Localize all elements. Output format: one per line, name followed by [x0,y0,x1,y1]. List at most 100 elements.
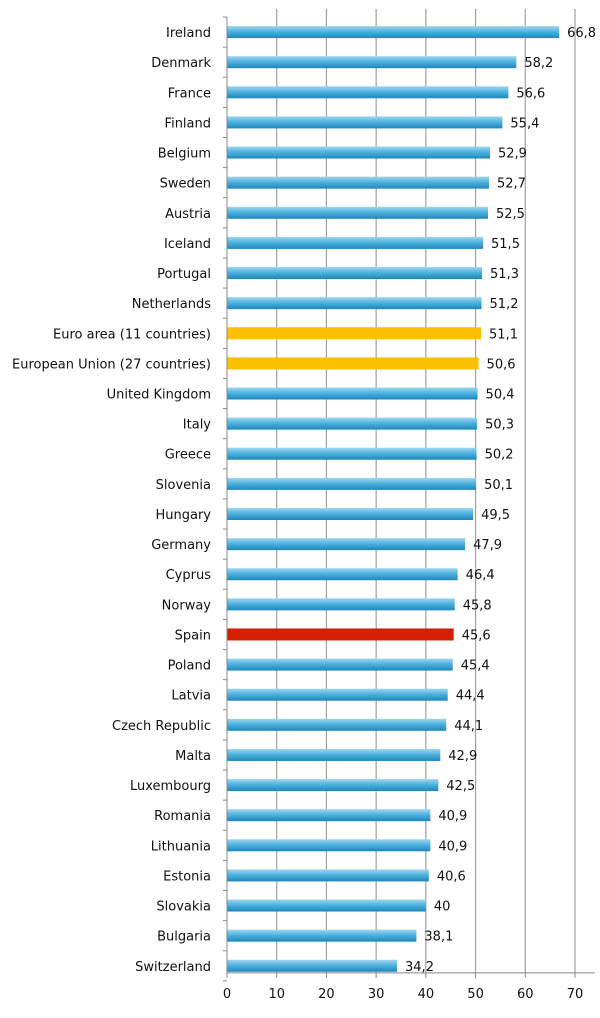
value-label: 50,4 [486,388,515,403]
category-label: Denmark [151,56,211,71]
value-label: 45,8 [463,598,492,613]
x-tick-label: 50 [467,987,484,1002]
x-tick-label: 10 [268,987,285,1002]
category-label: Poland [168,659,211,674]
bar [227,176,489,189]
value-label: 45,6 [462,628,491,643]
value-label: 52,9 [498,147,527,162]
bar [227,26,560,39]
bar [227,538,466,551]
x-tick-label: 0 [223,987,231,1002]
category-label: Estonia [163,869,211,884]
category-label: Bulgaria [157,930,211,945]
value-label: 56,6 [516,86,545,101]
value-label: 49,5 [481,508,510,523]
x-tick-label: 30 [368,987,385,1002]
bar [227,869,429,882]
bar [227,387,478,400]
value-label: 50,2 [485,448,514,463]
category-label: Netherlands [132,297,211,312]
category-label: Lithuania [151,839,211,854]
category-label: Germany [151,538,211,553]
value-label: 40,6 [437,869,466,884]
category-label: Portugal [157,267,211,282]
category-label: Ireland [166,26,211,41]
category-label: Hungary [155,508,211,523]
bar [227,929,417,942]
category-label: Sweden [160,177,211,192]
bar [227,507,474,520]
bar [227,959,398,972]
bar [227,688,448,701]
value-label: 42,9 [448,749,477,764]
category-label: Italy [183,418,212,433]
category-label: Euro area (11 countries) [53,327,211,342]
value-label: 42,5 [446,779,475,794]
x-tick-label: 70 [567,987,584,1002]
bar [227,568,458,581]
bar [227,86,509,99]
category-label: Greece [165,448,211,463]
value-label: 34,2 [405,960,434,975]
category-label: Switzerland [135,960,211,975]
category-label: Romania [154,809,211,824]
bar [227,658,453,671]
bar [227,839,431,852]
bar [227,267,483,280]
bar [227,809,431,822]
category-label: Slovakia [156,900,211,915]
value-label: 40 [434,900,451,915]
value-label: 66,8 [567,26,596,41]
category-label: Spain [175,628,211,643]
value-label: 51,5 [491,237,520,252]
bar [227,417,478,430]
value-label: 52,5 [496,207,525,222]
category-label: Cyprus [166,568,212,583]
value-label: 55,4 [510,116,539,131]
category-label: Belgium [158,147,211,162]
category-label: United Kingdom [107,388,211,403]
value-label: 50,6 [487,357,516,372]
value-label: 51,1 [489,327,518,342]
bar [227,146,490,159]
value-label: 44,1 [454,719,483,734]
category-label: European Union (27 countries) [12,357,211,372]
value-label: 40,9 [438,809,467,824]
value-label: 51,2 [490,297,519,312]
category-label: Norway [162,598,212,613]
value-label: 46,4 [466,568,495,583]
category-label: Austria [165,207,211,222]
category-label: Finland [165,116,211,131]
value-label: 50,1 [484,478,513,493]
value-label: 52,7 [497,177,526,192]
category-label: Slovenia [156,478,211,493]
bar [227,116,503,129]
bar [227,297,482,310]
bar [227,779,439,792]
bar [227,56,517,69]
category-label: Luxembourg [130,779,211,794]
bar [227,598,455,611]
value-label: 50,3 [485,418,514,433]
value-label: 45,4 [461,659,490,674]
value-label: 38,1 [424,930,453,945]
bar [227,748,441,761]
category-label: Latvia [171,689,211,704]
value-label: 58,2 [524,56,553,71]
category-label: Czech Republic [112,719,211,734]
bar [227,718,447,731]
x-tick-label: 40 [418,987,435,1002]
value-label: 44,4 [456,689,485,704]
bar [227,899,426,912]
category-label: Malta [175,749,211,764]
value-label: 40,9 [438,839,467,854]
bar [227,206,488,219]
bar [227,628,454,641]
category-label: France [168,86,211,101]
x-tick-label: 20 [318,987,335,1002]
bar [227,477,477,490]
value-label: 47,9 [473,538,502,553]
x-tick-label: 60 [517,987,534,1002]
bar [227,357,479,370]
